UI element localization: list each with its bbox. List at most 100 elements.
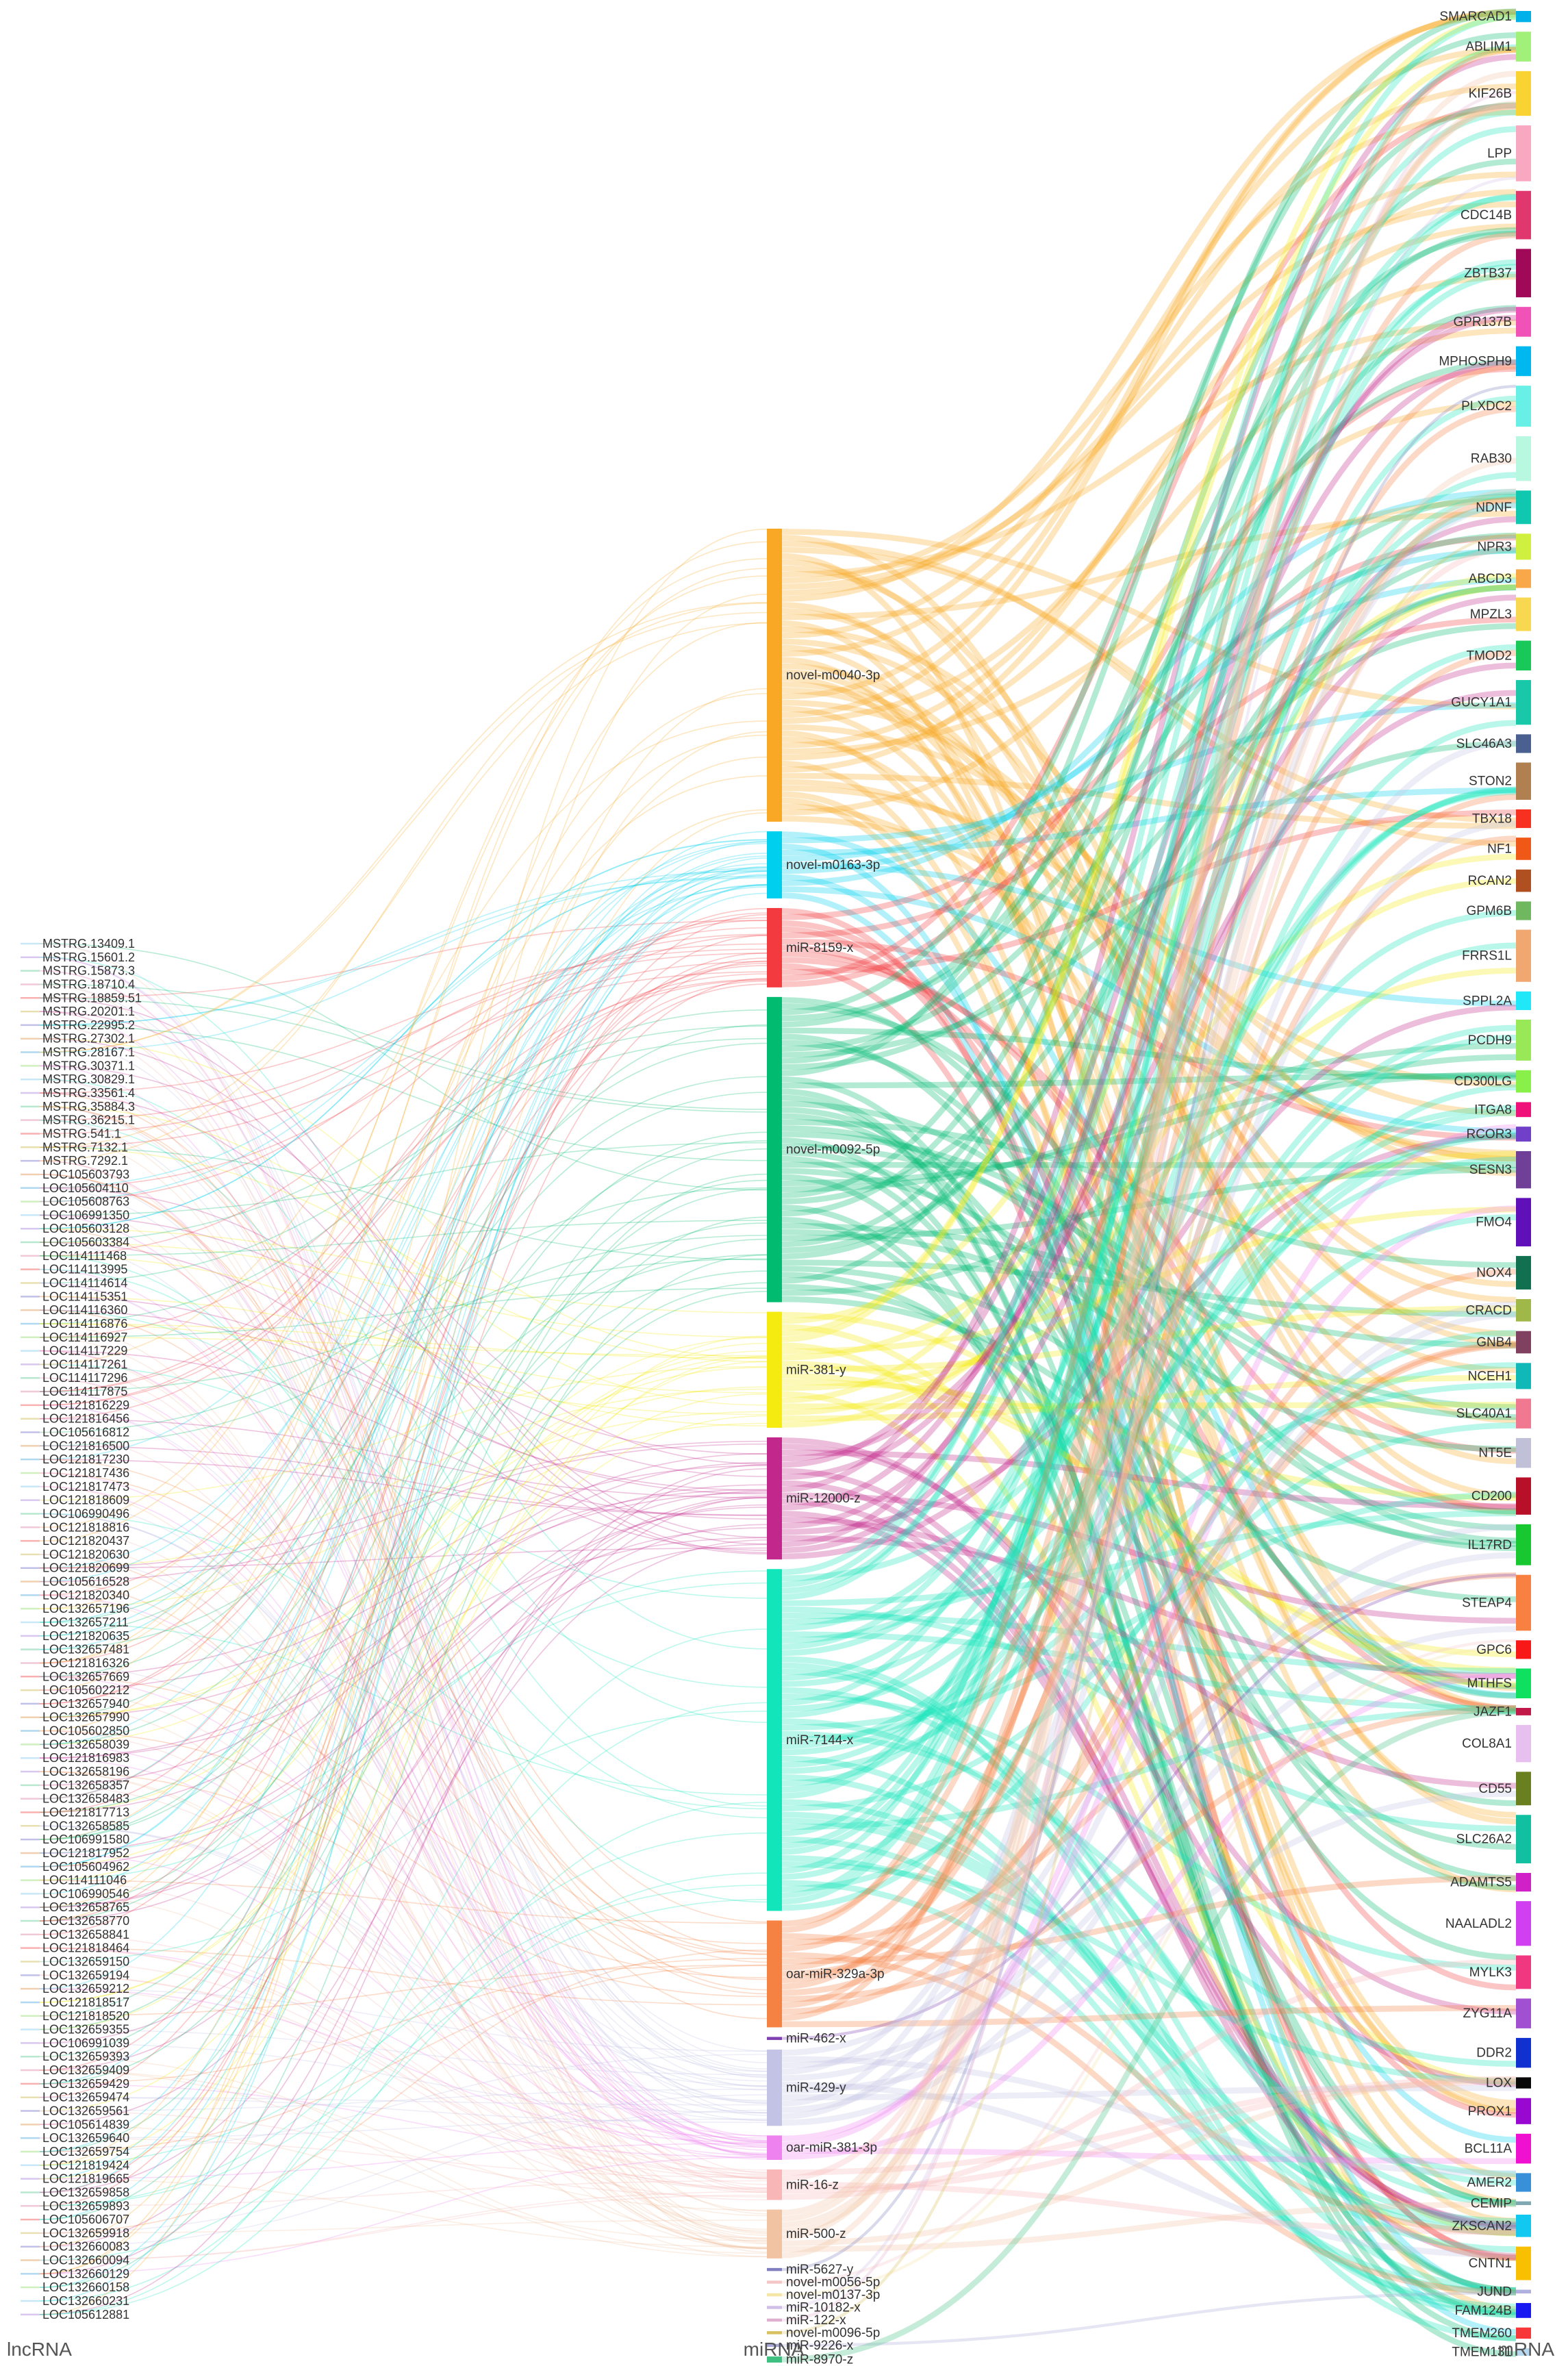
- lncrna-node[interactable]: MSTRG.18859.51: [21, 991, 142, 1005]
- mrna-node[interactable]: FRRS1L: [1462, 929, 1531, 982]
- mrna-node[interactable]: CNTN1: [1469, 2246, 1531, 2280]
- lncrna-node[interactable]: LOC132657481: [21, 1643, 129, 1657]
- mrna-node[interactable]: NAALADL2: [1445, 1901, 1531, 1946]
- lncrna-node[interactable]: MSTRG.7292.1: [21, 1154, 128, 1168]
- lncrna-node[interactable]: LOC121817952: [21, 1846, 129, 1860]
- lncrna-node[interactable]: LOC132659561: [21, 2104, 129, 2118]
- lncrna-node[interactable]: LOC132658039: [21, 1737, 129, 1751]
- lncrna-node[interactable]: LOC114117261: [21, 1357, 127, 1371]
- mirna-node[interactable]: novel-m0163-3p: [767, 831, 880, 898]
- lncrna-node[interactable]: LOC105616528: [21, 1575, 129, 1589]
- mrna-node[interactable]: GPR137B: [1453, 307, 1531, 337]
- mrna-node[interactable]: CDC14B: [1460, 190, 1531, 240]
- lncrna-node[interactable]: LOC121816326: [21, 1656, 129, 1670]
- mrna-node[interactable]: PROX1: [1468, 2098, 1531, 2124]
- mrna-node[interactable]: CD200: [1471, 1477, 1531, 1515]
- lncrna-node[interactable]: LOC121816983: [21, 1751, 129, 1765]
- mrna-node[interactable]: CD55: [1478, 1772, 1531, 1806]
- lncrna-node[interactable]: LOC106991580: [21, 1833, 129, 1846]
- lncrna-node[interactable]: LOC121820635: [21, 1629, 129, 1643]
- lncrna-node[interactable]: LOC132658765: [21, 1900, 129, 1914]
- lncrna-node[interactable]: LOC132659393: [21, 2050, 129, 2063]
- lncrna-node[interactable]: MSTRG.22995.2: [21, 1018, 135, 1032]
- mrna-node[interactable]: ZBTB37: [1464, 249, 1531, 298]
- mirna-node[interactable]: miR-8159-x: [767, 907, 854, 987]
- mrna-node[interactable]: FMO4: [1476, 1198, 1531, 1247]
- mirna-node[interactable]: oar-miR-381-3p: [767, 2135, 877, 2160]
- lncrna-node[interactable]: LOC105612881: [21, 2308, 129, 2321]
- lncrna-node[interactable]: LOC106991039: [21, 2036, 129, 2050]
- lncrna-node[interactable]: LOC114116927: [21, 1331, 127, 1344]
- lncrna-node[interactable]: LOC121818609: [21, 1494, 129, 1507]
- mrna-node[interactable]: KIF26B: [1469, 71, 1531, 116]
- mirna-node[interactable]: miR-381-y: [767, 1311, 846, 1428]
- mirna-node[interactable]: miR-12000-z: [767, 1437, 861, 1560]
- mirna-node[interactable]: miR-8970-z: [767, 2353, 853, 2366]
- mrna-node[interactable]: PCDH9: [1468, 1019, 1531, 1061]
- lncrna-node[interactable]: LOC121816500: [21, 1439, 129, 1452]
- lncrna-node[interactable]: LOC132659918: [21, 2226, 129, 2240]
- lncrna-node[interactable]: LOC114116876: [21, 1317, 127, 1331]
- mirna-node[interactable]: miR-5627-y: [767, 2263, 854, 2277]
- lncrna-node[interactable]: LOC121818816: [21, 1520, 129, 1534]
- mirna-node[interactable]: miR-122-x: [767, 2313, 846, 2328]
- lncrna-node[interactable]: LOC132658196: [21, 1765, 129, 1778]
- mrna-node[interactable]: SPPL2A: [1463, 991, 1531, 1010]
- lncrna-node[interactable]: LOC105603384: [21, 1235, 129, 1249]
- lncrna-node[interactable]: LOC132657669: [21, 1670, 129, 1683]
- mrna-node[interactable]: MPZL3: [1470, 597, 1531, 631]
- mirna-node[interactable]: miR-10182-x: [767, 2300, 861, 2315]
- mrna-node[interactable]: GNB4: [1476, 1331, 1531, 1354]
- mirna-node[interactable]: novel-m0056-5p: [767, 2276, 880, 2290]
- mrna-node[interactable]: ZKSCAN2: [1452, 2215, 1531, 2237]
- lncrna-node[interactable]: MSTRG.20201.1: [21, 1005, 135, 1018]
- lncrna-node[interactable]: LOC132659429: [21, 2077, 129, 2091]
- mrna-node[interactable]: AMER2: [1467, 2173, 1531, 2192]
- lncrna-node[interactable]: MSTRG.36215.1: [21, 1113, 135, 1127]
- lncrna-node[interactable]: LOC132660129: [21, 2267, 129, 2280]
- lncrna-node[interactable]: LOC121819424: [21, 2159, 129, 2172]
- lncrna-node[interactable]: LOC121820340: [21, 1588, 129, 1602]
- lncrna-node[interactable]: LOC114116360: [21, 1303, 127, 1317]
- mirna-node[interactable]: oar-miR-329a-3p: [767, 1920, 885, 2028]
- lncrna-node[interactable]: LOC132660231: [21, 2294, 129, 2308]
- mrna-node[interactable]: MPHOSPH9: [1439, 346, 1531, 377]
- mrna-node[interactable]: JAZF1: [1474, 1704, 1531, 1719]
- mrna-node[interactable]: IL17RD: [1468, 1524, 1531, 1565]
- mirna-node[interactable]: miR-429-y: [767, 2049, 846, 2126]
- lncrna-node[interactable]: LOC121818520: [21, 2009, 129, 2023]
- lncrna-node[interactable]: LOC132659754: [21, 2145, 129, 2159]
- lncrna-node[interactable]: LOC121816456: [21, 1412, 129, 1426]
- lncrna-node[interactable]: LOC132658841: [21, 1928, 129, 1941]
- mrna-node[interactable]: ABCD3: [1469, 569, 1531, 588]
- mrna-node[interactable]: BCL11A: [1465, 2133, 1531, 2164]
- mrna-node[interactable]: STON2: [1469, 762, 1531, 800]
- mrna-node[interactable]: SMARCAD1: [1439, 10, 1531, 24]
- mrna-node[interactable]: ZYG11A: [1463, 1998, 1531, 2028]
- lncrna-node[interactable]: MSTRG.28167.1: [21, 1046, 135, 1059]
- lncrna-node[interactable]: LOC132657211: [21, 1615, 129, 1629]
- lncrna-node[interactable]: MSTRG.27302.1: [21, 1032, 135, 1046]
- mrna-node[interactable]: CEMIP: [1471, 2196, 1531, 2211]
- lncrna-node[interactable]: LOC132659355: [21, 2023, 129, 2037]
- lncrna-node[interactable]: MSTRG.15873.3: [21, 964, 135, 978]
- mirna-node[interactable]: miR-16-z: [767, 2169, 839, 2200]
- lncrna-node[interactable]: LOC121818517: [21, 1996, 129, 2009]
- mrna-node[interactable]: RCOR3: [1466, 1127, 1531, 1142]
- lncrna-node[interactable]: LOC114111468: [21, 1249, 127, 1263]
- lncrna-node[interactable]: LOC114114614: [21, 1276, 127, 1290]
- lncrna-node[interactable]: LOC114115351: [21, 1289, 127, 1303]
- lncrna-node[interactable]: LOC132658483: [21, 1792, 129, 1806]
- lncrna-node[interactable]: LOC132659893: [21, 2199, 129, 2213]
- mirna-node[interactable]: miR-9226-x: [767, 2339, 854, 2353]
- lncrna-node[interactable]: LOC132658585: [21, 1819, 129, 1833]
- mrna-node[interactable]: TMEM260: [1452, 2326, 1531, 2341]
- lncrna-node[interactable]: MSTRG.13409.1: [21, 937, 135, 951]
- lncrna-node[interactable]: LOC132657196: [21, 1602, 129, 1615]
- mrna-node[interactable]: RAB30: [1471, 436, 1531, 481]
- lncrna-node[interactable]: LOC132659212: [21, 1982, 129, 1996]
- mirna-node[interactable]: novel-m0040-3p: [767, 529, 880, 822]
- lncrna-node[interactable]: LOC132657990: [21, 1711, 129, 1724]
- lncrna-node[interactable]: LOC132659640: [21, 2131, 129, 2145]
- lncrna-node[interactable]: MSTRG.30829.1: [21, 1072, 135, 1086]
